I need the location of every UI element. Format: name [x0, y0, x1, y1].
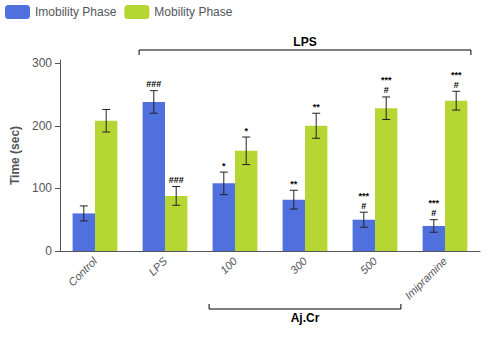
svg-text:*: *	[244, 126, 248, 136]
svg-text:***: ***	[451, 70, 462, 80]
svg-text:#: #	[431, 208, 436, 218]
svg-text:###: ###	[169, 175, 184, 185]
svg-text:Imobility Phase: Imobility Phase	[35, 5, 117, 19]
svg-text:300: 300	[32, 56, 52, 70]
svg-text:#: #	[384, 85, 389, 95]
svg-text:Imipramine: Imipramine	[402, 255, 449, 302]
svg-text:200: 200	[32, 119, 52, 133]
svg-text:LPS: LPS	[293, 35, 316, 49]
svg-text:Aj.Cr: Aj.Cr	[291, 311, 320, 325]
svg-text:100: 100	[218, 254, 240, 276]
svg-text:Mobility Phase: Mobility Phase	[154, 5, 232, 19]
svg-text:###: ###	[146, 79, 161, 89]
svg-text:100: 100	[32, 181, 52, 195]
svg-text:500: 500	[358, 254, 380, 276]
svg-text:300: 300	[288, 254, 310, 276]
svg-text:***: ***	[381, 75, 392, 85]
svg-text:**: **	[313, 102, 321, 112]
svg-text:#: #	[361, 201, 366, 211]
svg-text:0: 0	[45, 244, 52, 258]
svg-text:LPS: LPS	[146, 254, 170, 278]
svg-text:***: ***	[359, 191, 370, 201]
svg-text:*: *	[222, 161, 226, 171]
svg-text:Time (sec): Time (sec)	[8, 126, 22, 185]
svg-text:**: **	[290, 179, 298, 189]
svg-text:#: #	[454, 80, 459, 90]
svg-text:Control: Control	[66, 254, 100, 288]
svg-text:***: ***	[429, 198, 440, 208]
